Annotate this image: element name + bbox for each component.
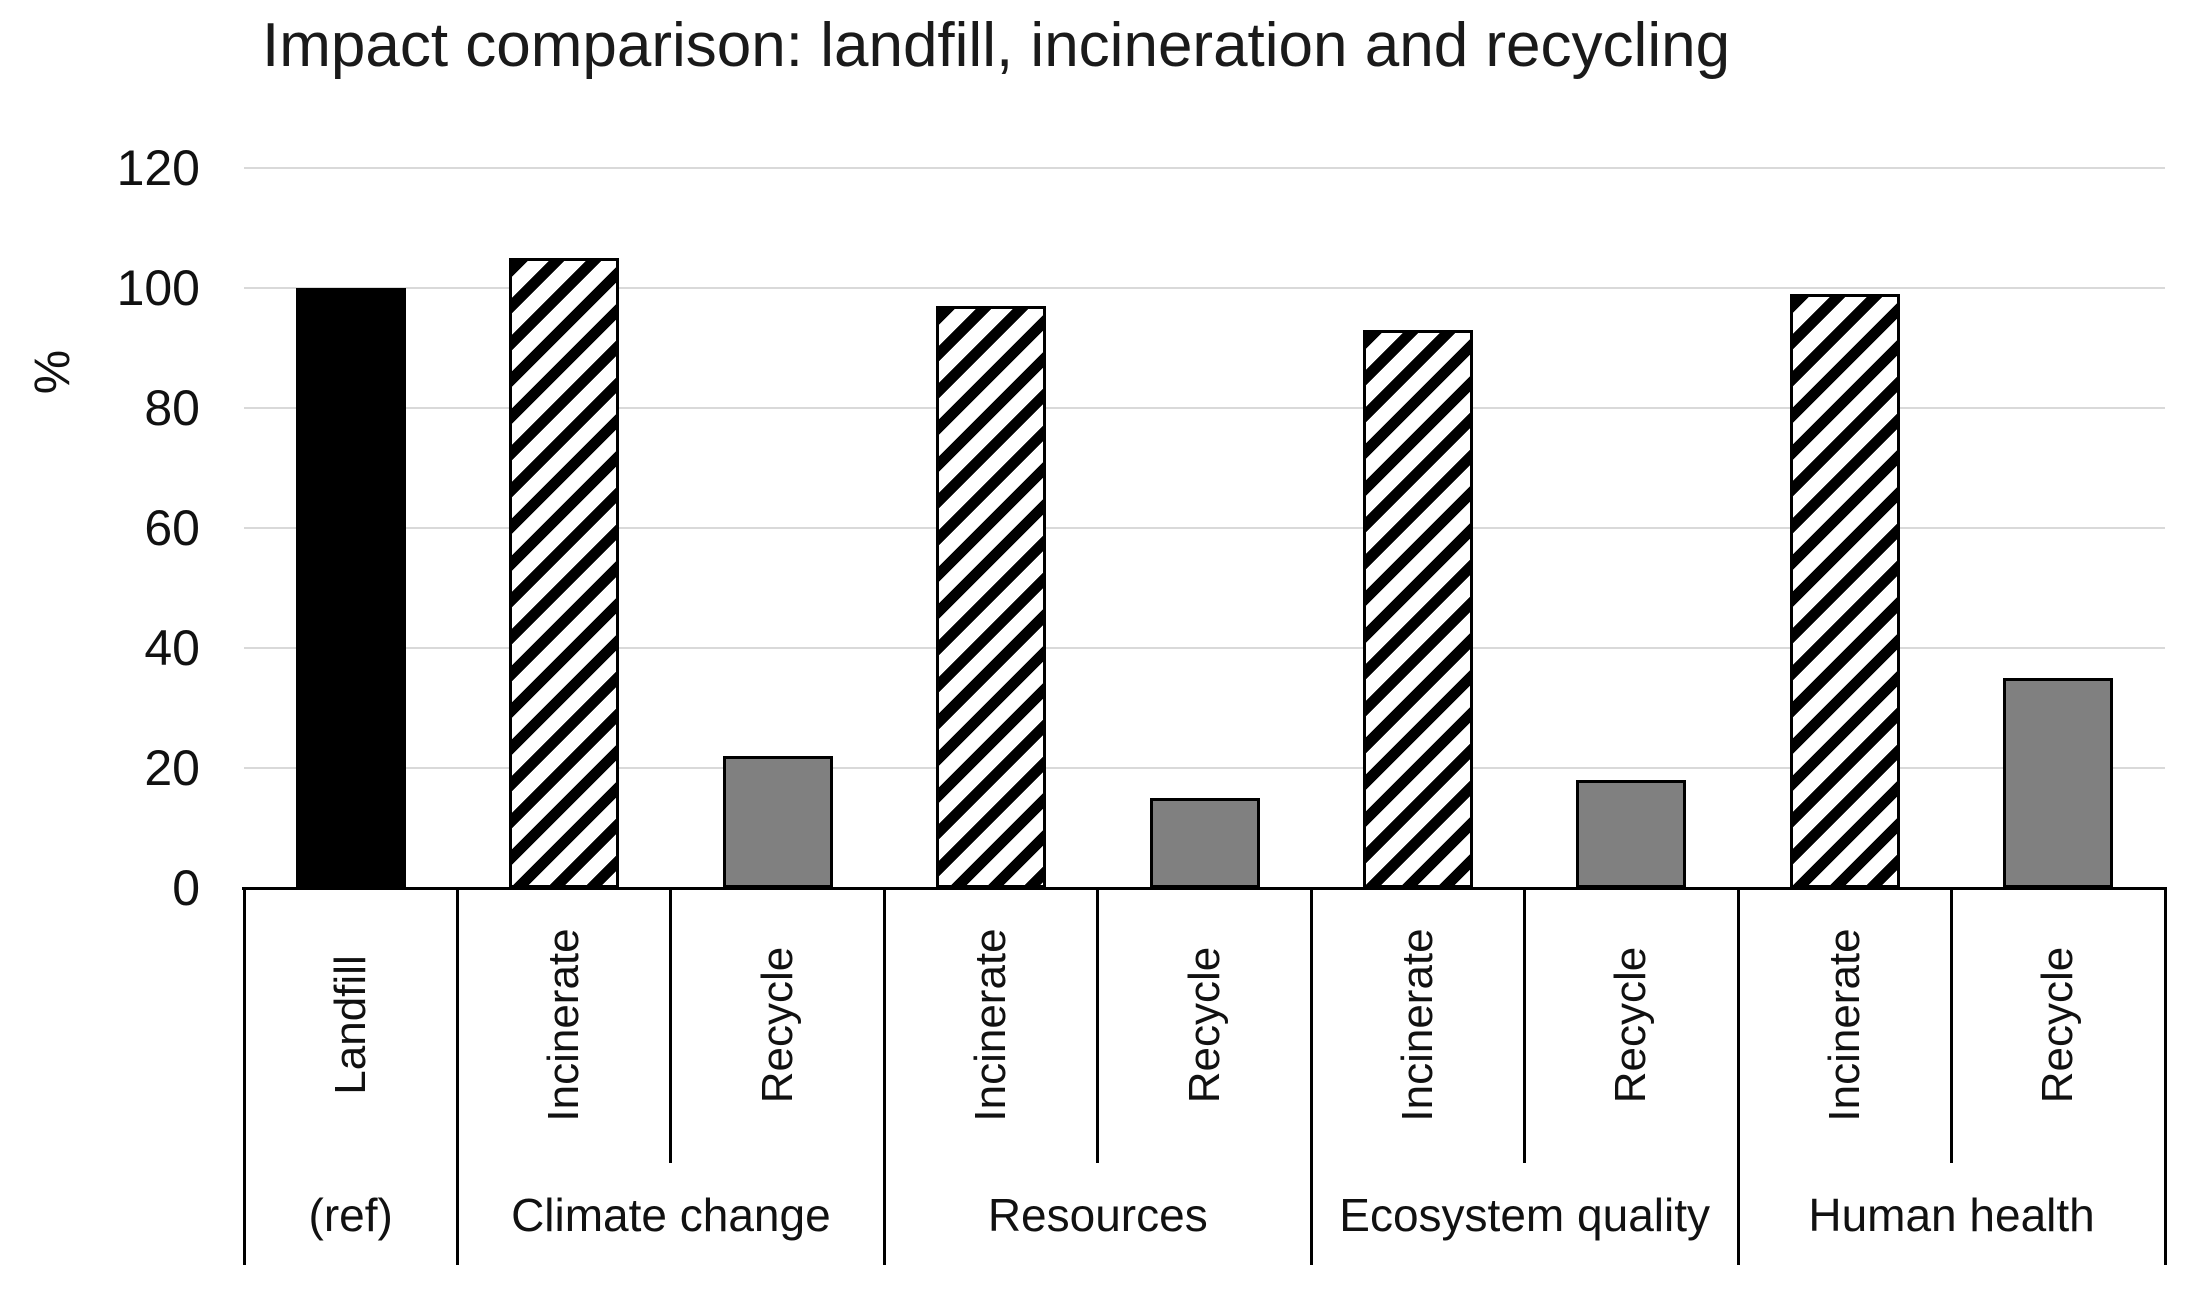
category-group-label: Resources [987, 1189, 1208, 1241]
y-tick-label: 80 [144, 380, 200, 436]
category-tick-label: Incinerate [1392, 928, 1442, 1122]
bar-landfill-ref [296, 288, 406, 888]
category-group-label: Climate change [511, 1189, 831, 1241]
gridline [244, 287, 2165, 289]
category-minor-divider [1096, 888, 1100, 1163]
gridline [244, 407, 2165, 409]
category-tick-label: Incinerate [1819, 928, 1869, 1122]
category-tick-label: Recycle [1179, 946, 1229, 1104]
category-group-label: Ecosystem quality [1339, 1189, 1710, 1241]
y-tick-label: 120 [116, 140, 200, 196]
category-major-divider [455, 888, 459, 1265]
y-tick-label: 40 [144, 620, 200, 676]
y-tick-label: 100 [116, 260, 200, 316]
bar-incinerate-human-health [1790, 294, 1900, 888]
category-minor-divider [669, 888, 673, 1163]
x-axis-line [242, 887, 2167, 890]
gridline [244, 527, 2165, 529]
gridline [244, 167, 2165, 169]
category-tick-label: Recycle [2033, 946, 2083, 1104]
y-tick-label: 60 [144, 500, 200, 556]
bar-incinerate-ecosystem-quality [1363, 330, 1473, 888]
gridline [244, 767, 2165, 769]
category-major-divider [2163, 888, 2167, 1265]
bar-recycle-ecosystem-quality [1576, 780, 1686, 888]
bar-recycle-climate-change [723, 756, 833, 888]
gridline [244, 647, 2165, 649]
y-tick-label: 20 [144, 740, 200, 796]
category-minor-divider [1950, 888, 1954, 1163]
category-major-divider [242, 888, 246, 1265]
category-group-label: (ref) [308, 1189, 393, 1241]
category-tick-label: Incinerate [966, 928, 1016, 1122]
category-group-label: Human health [1808, 1189, 2095, 1241]
category-tick-label: Recycle [1606, 946, 1656, 1104]
category-major-divider [882, 888, 886, 1265]
category-tick-label: Recycle [752, 946, 802, 1104]
bar-recycle-human-health [2003, 678, 2113, 888]
y-tick-label: 0 [172, 860, 200, 916]
category-major-divider [1309, 888, 1313, 1265]
category-tick-label: Incinerate [539, 928, 589, 1122]
category-tick-label: Landfill [325, 955, 375, 1095]
bar-incinerate-resources [936, 306, 1046, 888]
chart-title: Impact comparison: landfill, incineratio… [262, 11, 1731, 80]
bar-incinerate-climate-change [509, 258, 619, 888]
category-major-divider [1736, 888, 1740, 1265]
category-minor-divider [1523, 888, 1527, 1163]
bar-recycle-resources [1150, 798, 1260, 888]
